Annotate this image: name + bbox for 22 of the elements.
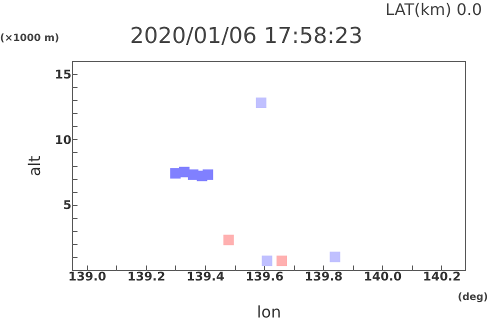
text: (deg) — [458, 292, 488, 303]
y-axis-title: alt — [24, 156, 44, 176]
chart-title: 2020/01/06 17:58:23 — [130, 24, 363, 49]
point — [256, 98, 266, 108]
chart-subtitle: LAT(km) 0.0 — [385, 0, 482, 19]
point — [223, 234, 234, 246]
point — [202, 169, 214, 180]
x-tick-label: 139.8 — [304, 270, 343, 284]
y-tick-label: 15 — [54, 68, 72, 82]
y-tick-label: 5 — [63, 198, 72, 212]
point — [276, 256, 288, 266]
x-axis-title: lon — [256, 302, 282, 322]
text: (×1000 m) — [0, 33, 60, 44]
x-tick-label: 139.0 — [68, 270, 106, 284]
x-tick-label: 140.2 — [422, 270, 461, 284]
x-tick-label: 140.0 — [364, 270, 402, 284]
y-tick-label: 10 — [54, 132, 72, 147]
x-tick-label: 139.2 — [127, 270, 166, 284]
x-tick-label: 139.6 — [246, 270, 284, 284]
x-tick-label: 139.4 — [186, 270, 224, 284]
point — [262, 256, 272, 266]
point — [330, 252, 340, 262]
